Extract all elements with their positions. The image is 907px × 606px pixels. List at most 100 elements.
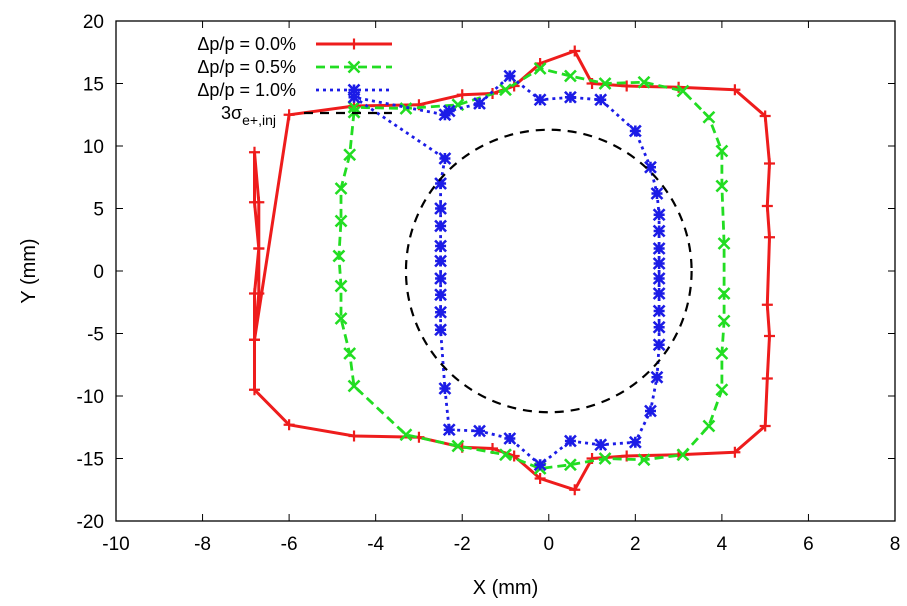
y-tick-label: 20 [83, 12, 104, 33]
data-point [563, 434, 577, 448]
x-tick-label: 0 [543, 534, 554, 555]
data-point [334, 214, 348, 228]
data-point [334, 279, 348, 293]
series-2 [347, 69, 666, 472]
data-point [533, 93, 547, 107]
data-point [637, 453, 651, 467]
x-tick-label: 2 [630, 534, 641, 555]
data-point [434, 202, 448, 215]
data-point [434, 272, 448, 285]
data-point [717, 237, 731, 250]
data-point [652, 304, 666, 318]
data-point [628, 124, 642, 138]
x-tick-label: 6 [803, 534, 814, 555]
data-point [248, 196, 260, 208]
data-point [473, 97, 486, 110]
data-point [563, 90, 577, 104]
data-point [503, 69, 517, 83]
data-point [676, 448, 690, 462]
data-point [253, 243, 265, 254]
data-point [652, 257, 666, 270]
data-point [438, 108, 452, 122]
x-tick-label: -10 [102, 534, 129, 555]
series-0 [248, 45, 775, 496]
data-point [343, 347, 357, 360]
data-point [499, 448, 512, 462]
data-point [473, 424, 486, 438]
y-tick-label: -10 [77, 387, 104, 408]
y-tick-label: 5 [93, 200, 104, 221]
data-point [347, 100, 361, 114]
data-point [759, 110, 771, 122]
data-point [438, 152, 452, 165]
x-tick-label: -6 [281, 534, 298, 555]
y-tick-label: -5 [87, 325, 104, 346]
data-point [652, 272, 666, 285]
data-point [761, 200, 773, 212]
data-point [434, 254, 448, 268]
data-point [343, 148, 357, 162]
data-point [438, 382, 452, 395]
data-point [637, 75, 651, 89]
data-point [334, 182, 348, 195]
y-tick-label: 10 [83, 137, 104, 158]
data-point [283, 419, 295, 431]
data-point [347, 379, 361, 393]
data-point [652, 208, 666, 222]
data-point [763, 330, 775, 342]
x-tick-label: -4 [367, 534, 384, 555]
data-point [434, 239, 448, 253]
data-point [652, 242, 666, 255]
data-point [652, 320, 666, 334]
y-tick-label: -15 [77, 450, 104, 471]
data-point [644, 404, 657, 418]
series-line [253, 49, 771, 492]
data-point [347, 90, 361, 104]
data-point [533, 458, 547, 472]
data-point [563, 69, 577, 83]
y-tick-label: 0 [93, 262, 104, 283]
x-tick-label: -2 [454, 534, 471, 555]
legend-label-subscript: e+,inj [242, 112, 276, 128]
legend-label: Δp/p = 0.5% [197, 57, 296, 77]
data-point [569, 45, 581, 57]
legend-label: Δp/p = 1.0% [197, 80, 296, 100]
data-point [334, 312, 348, 325]
data-point [399, 102, 413, 115]
data-point [534, 473, 546, 484]
series-3 [404, 128, 693, 414]
data-point [503, 432, 517, 445]
legend: Δp/p = 0.0% Δp/p = 0.5% Δp/p = 1.0% 3σe+,in… [197, 34, 392, 128]
series-line [352, 74, 661, 467]
data-point [332, 249, 346, 263]
data-point [399, 428, 413, 442]
legend-label: Δp/p = 0.0% [197, 34, 296, 54]
data-point [563, 458, 577, 472]
data-point [644, 160, 657, 174]
data-point [717, 314, 731, 328]
data-point [715, 144, 729, 158]
data-point [594, 438, 608, 452]
data-point [759, 420, 771, 432]
data-point [442, 423, 456, 437]
x-tick-label: -8 [194, 534, 211, 555]
series-line [337, 67, 726, 470]
data-point [729, 84, 741, 96]
data-point [702, 419, 716, 433]
y-tick-label: -20 [77, 512, 104, 533]
x-axis-label: X (mm) [473, 577, 539, 599]
data-point [715, 383, 729, 397]
data-point [729, 446, 741, 458]
data-point [652, 338, 666, 352]
y-axis-label: Y (mm) [18, 238, 40, 303]
data-point [456, 89, 468, 101]
data-point [248, 146, 260, 158]
data-point [628, 435, 642, 449]
data-point [652, 287, 666, 300]
data-point [248, 334, 260, 346]
data-point [348, 430, 360, 442]
series-1 [332, 62, 731, 475]
data-point [717, 287, 731, 300]
